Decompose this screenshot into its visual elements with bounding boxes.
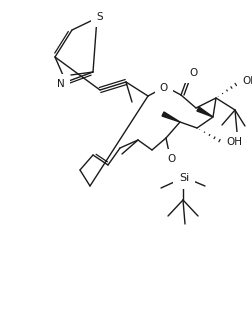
- Text: O: O: [189, 68, 197, 78]
- Text: O: O: [160, 83, 168, 93]
- Text: OH: OH: [226, 137, 242, 147]
- Polygon shape: [197, 107, 213, 117]
- Text: OH: OH: [242, 76, 252, 86]
- Text: O: O: [168, 154, 176, 164]
- Text: S: S: [97, 12, 103, 22]
- Text: Si: Si: [179, 173, 189, 183]
- Polygon shape: [162, 112, 180, 122]
- Text: N: N: [57, 79, 65, 89]
